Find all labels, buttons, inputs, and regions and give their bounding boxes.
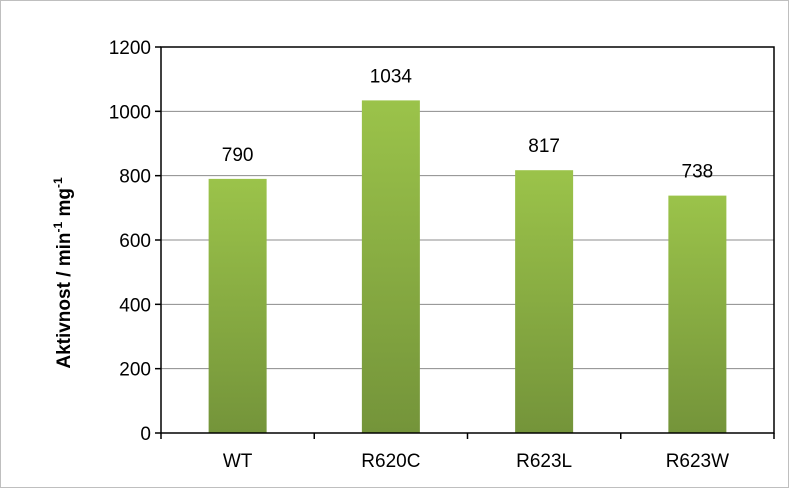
- y-tick-label: 600: [119, 231, 151, 252]
- y-axis-title-sup1: -1: [51, 221, 65, 232]
- x-tick-labels: WT R620C R623L R623W: [223, 451, 729, 472]
- data-label: 817: [528, 136, 560, 157]
- y-axis-title-mid: mg: [54, 188, 75, 222]
- y-axis-title: Aktivnost / min-1 mg-1: [51, 177, 75, 369]
- x-tick-label: R623L: [516, 451, 572, 472]
- y-tick-label: 400: [119, 295, 151, 316]
- data-labels: 790 1034 817 738: [222, 66, 713, 182]
- x-tick-label: WT: [223, 451, 253, 472]
- y-tick-label: 1200: [109, 38, 151, 59]
- bar-wt: [208, 178, 267, 433]
- y-tick-label: 1000: [109, 102, 151, 123]
- y-tick-label: 800: [119, 167, 151, 188]
- y-tick-labels: 0 200 400 600 800 1000 1200: [109, 38, 151, 445]
- y-axis-title-main: Aktivnost / min: [54, 232, 75, 368]
- bars: [208, 100, 727, 433]
- data-label: 790: [222, 145, 254, 166]
- data-label: 738: [682, 162, 714, 183]
- bar-r620c: [361, 100, 420, 433]
- x-tick-label: R623W: [666, 451, 729, 472]
- y-axis-title-sup2: -1: [51, 177, 65, 188]
- y-tick-label: 200: [119, 360, 151, 381]
- x-tick-label: R620C: [361, 451, 420, 472]
- bar-r623l: [515, 170, 574, 433]
- y-tick-label: 0: [140, 424, 151, 445]
- axes: [155, 46, 775, 439]
- bar-r623w: [668, 195, 727, 433]
- data-label: 1034: [370, 66, 413, 87]
